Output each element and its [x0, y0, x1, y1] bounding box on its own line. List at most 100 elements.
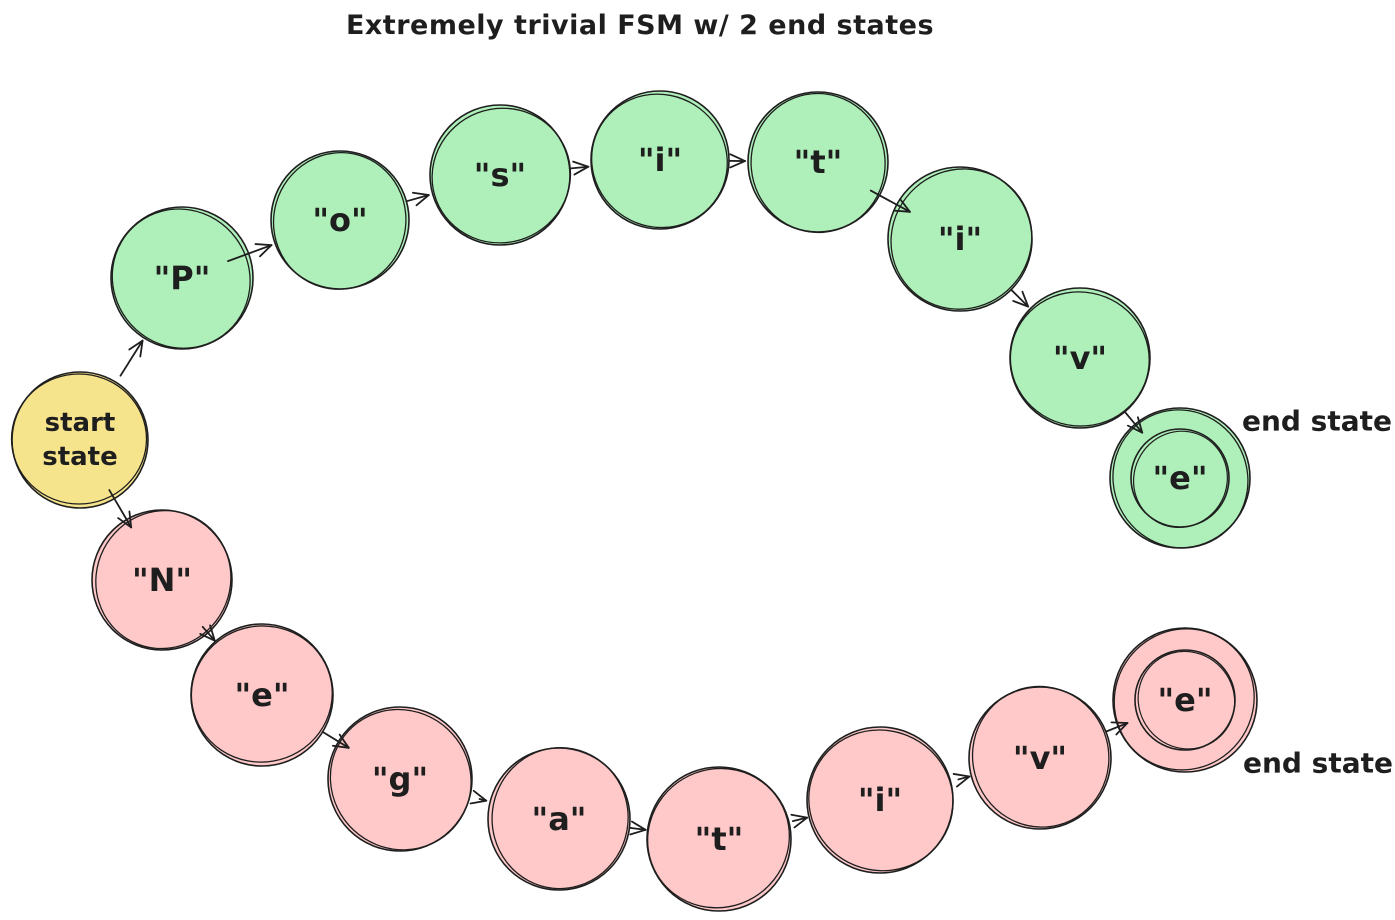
arrowhead-icon: [952, 773, 971, 778]
transition-arrow-v2-e3: [1105, 721, 1129, 736]
state-label-i1: "i": [638, 141, 682, 179]
arrowhead-icon: [956, 775, 971, 788]
transition-arrow-p-o: [227, 243, 273, 263]
arrow-shaft: [1123, 410, 1144, 434]
arrowhead-icon: [1012, 300, 1030, 308]
state-circle-sketch-stroke: [10, 373, 148, 505]
arrowhead-icon: [1021, 290, 1030, 308]
state-label-e1: "e": [1152, 459, 1207, 497]
end-state-inner-circle-sketch-stroke: [1132, 430, 1228, 529]
transition-arrow-s-i1: [568, 160, 590, 176]
state-label-s: "s": [474, 156, 526, 194]
end-state-label-positive: end state: [1242, 405, 1392, 438]
arrowhead-icon: [469, 799, 488, 805]
state-circle: [968, 686, 1112, 830]
state-circle-sketch-stroke: [890, 168, 1033, 310]
state-circle-sketch-stroke: [111, 208, 251, 349]
arrowhead-icon: [338, 733, 350, 749]
arrowhead-icon: [259, 244, 273, 258]
arrow-shaft: [405, 194, 430, 203]
arrowhead-icon: [412, 191, 430, 196]
state-node-i3: [806, 726, 954, 874]
state-node-o: [270, 150, 410, 290]
state-node-g: [327, 706, 473, 852]
state-label-t1: "t": [794, 143, 843, 181]
arrowhead-icon: [1110, 721, 1129, 724]
arrow-shaft: [1105, 722, 1129, 733]
state-circle-sketch-stroke: [491, 746, 629, 890]
transition-arrow-g-a: [469, 789, 488, 805]
arrow-shaft: [869, 189, 911, 213]
arrowhead-icon: [331, 744, 350, 749]
arrowhead-icon: [629, 828, 647, 836]
state-label-g: "g": [372, 760, 428, 798]
state-node-start: [10, 371, 149, 509]
arrowhead-icon: [793, 816, 809, 829]
arrowhead-icon: [899, 198, 911, 213]
arrowhead-icon: [1126, 424, 1144, 434]
state-node-v1: [1009, 287, 1151, 429]
state-label-n: "N": [132, 561, 192, 599]
state-label-t2: "t": [695, 820, 744, 858]
arrowhead-icon: [199, 633, 216, 642]
state-circle: [327, 706, 473, 852]
arrow-shaft: [321, 731, 350, 749]
arrow-shaft: [628, 826, 647, 831]
state-node-e3: [1112, 627, 1258, 773]
state-circle-sketch-stroke: [272, 151, 407, 290]
arrow-shaft: [108, 489, 133, 529]
state-node-e1: [1109, 407, 1251, 549]
state-label-start: start state: [42, 408, 118, 472]
state-node-t2: [646, 766, 792, 912]
arrow-shaft: [201, 625, 216, 642]
state-node-v2: [968, 685, 1112, 830]
arrowhead-icon: [630, 820, 647, 831]
state-circle-sketch-stroke: [190, 625, 333, 763]
state-circle-sketch-stroke: [1113, 628, 1255, 771]
transition-arrow-t1-i2: [869, 189, 911, 213]
transition-arrow-a-t2: [628, 820, 647, 836]
state-label-e3: "e": [1157, 681, 1212, 719]
arrowhead-icon: [893, 209, 911, 213]
arrowhead-icon: [254, 243, 273, 247]
state-label-i2: "i": [938, 220, 982, 258]
state-label-a: "a": [532, 800, 587, 838]
transition-arrow-start-p: [119, 339, 144, 377]
state-circle-sketch-stroke: [971, 685, 1110, 828]
transition-arrow-i1-t1: [728, 153, 746, 169]
state-node-a: [487, 746, 631, 891]
arrow-shaft: [119, 339, 144, 377]
arrow-shaft: [1010, 288, 1030, 308]
arrow-shaft: [227, 244, 273, 263]
state-circle-sketch-stroke: [591, 93, 728, 229]
arrowhead-icon: [128, 510, 133, 529]
state-label-i3: "i": [858, 781, 902, 819]
arrowhead-icon: [1136, 416, 1144, 434]
end-state-label-negative: end state: [1243, 747, 1393, 780]
state-node-p: [110, 206, 254, 350]
end-state-inner-circle-sketch-stroke: [1137, 650, 1236, 750]
state-circle-sketch-stroke: [95, 509, 232, 650]
state-circle-sketch-stroke: [808, 729, 954, 872]
arrowhead-icon: [790, 813, 809, 819]
transition-arrow-v1-e1: [1123, 410, 1144, 434]
state-node-s: [429, 104, 572, 246]
arrowhead-icon: [209, 624, 216, 642]
state-label-v1: "v": [1053, 339, 1107, 377]
arrowhead-icon: [117, 517, 133, 529]
state-circle-sketch-stroke: [431, 107, 572, 244]
transition-arrow-i3-v2: [952, 773, 971, 788]
arrowhead-icon: [573, 165, 590, 176]
state-circle-sketch-stroke: [646, 767, 790, 909]
arrow-shaft: [568, 165, 590, 170]
transition-arrow-e2-g: [321, 731, 350, 749]
state-circle-sketch-stroke: [329, 708, 472, 851]
arrow-shaft: [791, 816, 809, 823]
transition-arrow-t2-i3: [790, 813, 809, 829]
arrowhead-icon: [729, 153, 746, 162]
state-circle-sketch-stroke: [750, 92, 886, 234]
arrowhead-icon: [572, 160, 590, 168]
state-label-p: "P": [154, 259, 211, 297]
